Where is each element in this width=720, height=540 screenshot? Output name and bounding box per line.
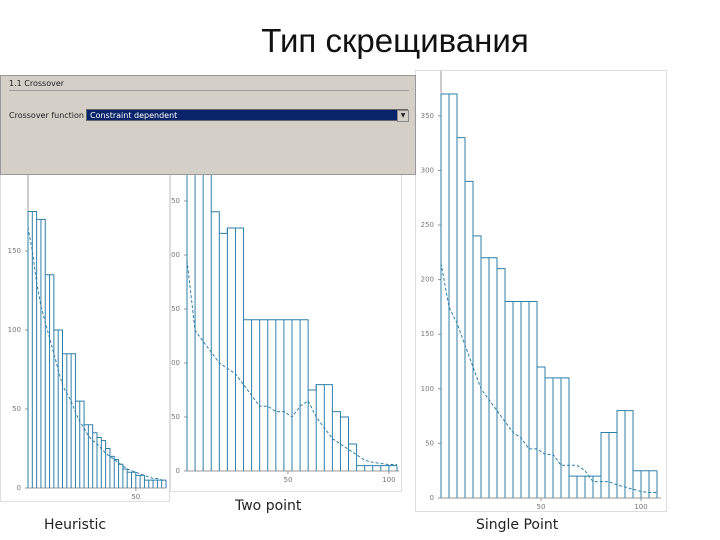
- slide-title: Тип скрещивания: [261, 22, 529, 59]
- mean-line: [186, 260, 397, 466]
- x-tick-label: 50: [537, 503, 546, 511]
- field-label: Crossover function: [9, 111, 84, 120]
- caption: Two point: [235, 498, 302, 514]
- y-tick-label: 200: [421, 276, 434, 284]
- y-tick-label: 50: [425, 439, 434, 447]
- x-tick-label: 100: [634, 503, 647, 511]
- y-tick-label: 50: [171, 413, 180, 421]
- y-tick-label: 0: [17, 484, 21, 492]
- caption: Single Point: [476, 517, 559, 533]
- y-tick-label: 350: [421, 112, 434, 120]
- x-tick-label: 50: [131, 493, 140, 501]
- section-header: 1.1 Crossover: [9, 79, 409, 91]
- x-tick-label: 50: [283, 476, 292, 484]
- chart: 0 50 100 150 50: [0, 172, 170, 502]
- y-tick-label: 300: [421, 166, 434, 174]
- y-tick-label: 50: [12, 405, 21, 413]
- y-tick-label: 150: [170, 305, 180, 313]
- mean-line: [27, 227, 166, 481]
- step-line: [187, 173, 397, 467]
- chart: 0 50 100 150 200 250 300 350 50 100: [415, 70, 667, 512]
- y-tick-label: 200: [170, 251, 180, 259]
- y-tick-label: 100: [8, 326, 21, 334]
- y-tick-label: 250: [421, 221, 434, 229]
- y-tick-label: 100: [170, 359, 180, 367]
- y-tick-label: 0: [430, 494, 434, 502]
- y-tick-label: 150: [8, 247, 21, 255]
- settings-panel: 1.1 Crossover Crossover function Constra…: [0, 75, 416, 175]
- step-line: [28, 211, 166, 481]
- chart: 0 50 100 150 200 250 50 100: [170, 172, 402, 492]
- dropdown[interactable]: Constraint dependent: [86, 109, 408, 121]
- caption: Heuristic: [44, 517, 107, 533]
- x-tick-label: 100: [382, 476, 395, 484]
- y-tick-label: 150: [421, 330, 434, 338]
- y-tick-label: 250: [170, 197, 180, 205]
- dropdown-arrow[interactable]: ▼: [397, 110, 409, 122]
- step-line: [441, 93, 657, 477]
- y-tick-label: 100: [421, 385, 434, 393]
- y-tick-label: 0: [176, 467, 180, 475]
- mean-line: [440, 263, 657, 494]
